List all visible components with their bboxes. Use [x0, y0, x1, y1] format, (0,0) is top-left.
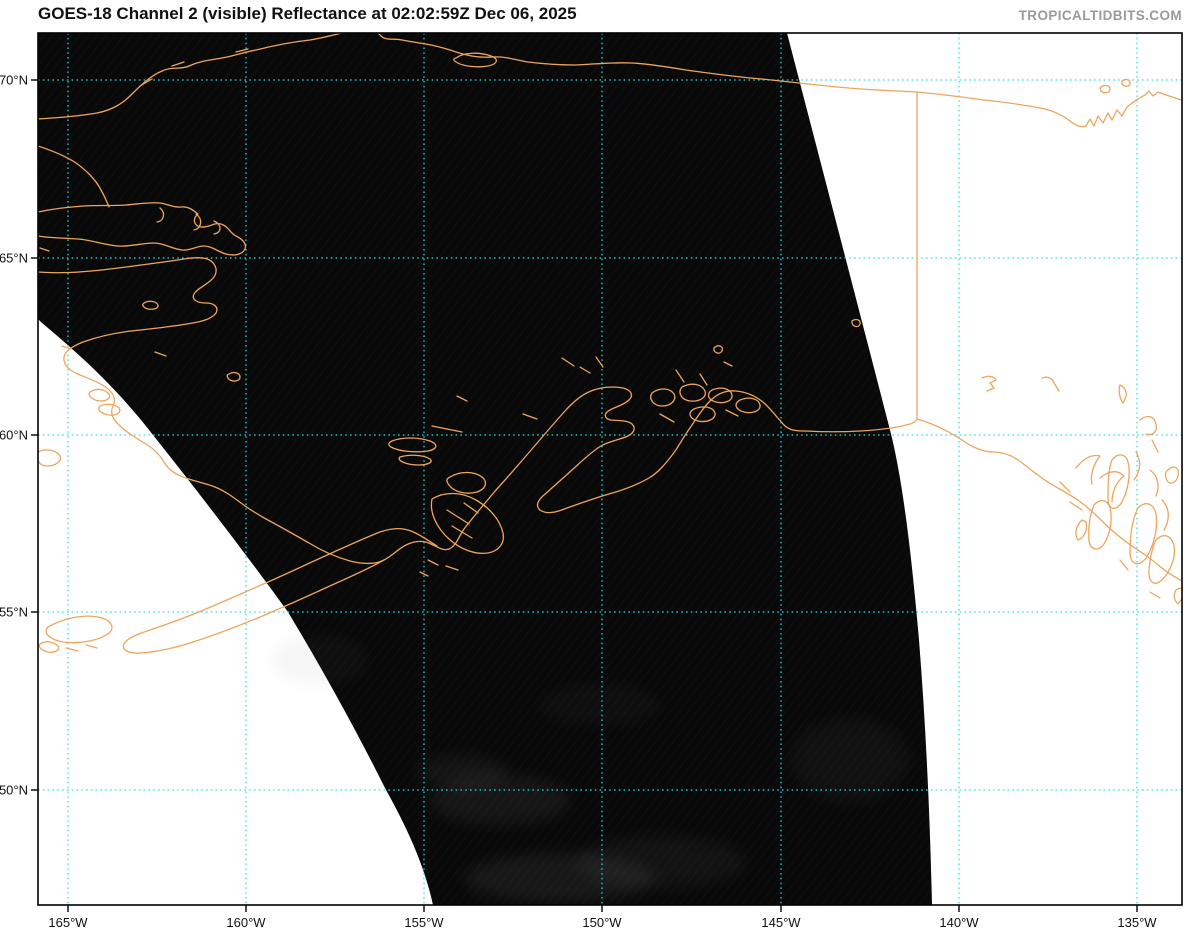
plot-border — [37, 32, 1183, 906]
cloud-blob — [575, 836, 745, 888]
coastline-path — [38, 257, 267, 520]
coastline-path — [916, 418, 1182, 582]
scan-swath-texture — [38, 33, 932, 905]
coastline-path — [981, 375, 1127, 404]
coastline-path — [38, 145, 110, 208]
cloud-blob — [540, 685, 660, 725]
latitude-tick-label: 60°N — [0, 428, 28, 443]
longitude-tick-label: 135°W — [1117, 915, 1157, 929]
coastline-path — [38, 202, 247, 256]
cloud-blob — [416, 756, 508, 788]
longitude-tick-label: 150°W — [582, 915, 622, 929]
coastline-path — [1075, 415, 1169, 531]
satellite-scan-region — [38, 33, 932, 905]
latlon-gridlines — [38, 33, 1182, 905]
coastline-path — [419, 471, 505, 577]
watermark-logo: TROPICALTIDBITS.COM — [1018, 8, 1182, 23]
longitude-tick-label: 165°W — [48, 915, 88, 929]
coastline-path — [713, 318, 861, 367]
longitude-tick-label: 140°W — [939, 915, 979, 929]
coastline-path — [139, 48, 249, 87]
coastline-path — [38, 33, 1182, 128]
cloud-blob — [790, 718, 910, 802]
latitude-tick-label: 65°N — [0, 251, 28, 266]
plot-axes — [31, 32, 1183, 912]
coastlines — [38, 33, 1182, 654]
coastline-path — [1099, 78, 1131, 94]
longitude-tick-label: 145°W — [761, 915, 801, 929]
coastline-path — [122, 527, 438, 654]
coastline-path — [1059, 454, 1182, 605]
latitude-tick-label: 55°N — [0, 605, 28, 620]
cloud-blob — [272, 636, 368, 684]
coastline-path — [156, 207, 221, 235]
coastline-path — [38, 615, 113, 653]
longitude-tick-label: 155°W — [404, 915, 444, 929]
coastline-path — [453, 52, 497, 68]
coastline-path — [650, 369, 761, 423]
page-title: GOES-18 Channel 2 (visible) Reflectance … — [38, 4, 577, 23]
latitude-tick-label: 50°N — [0, 783, 28, 798]
axis-tick-labels: 70°N 65°N 60°N 55°N 50°N 165°W 160°W 155°W 150°W… — [0, 73, 1157, 929]
coastline-path — [39, 247, 121, 416]
coastline-path — [388, 356, 604, 466]
cloud-features — [272, 636, 910, 902]
latitude-tick-label: 70°N — [0, 73, 28, 88]
coastline-path — [265, 386, 918, 565]
coastline-path — [38, 449, 62, 467]
longitude-tick-label: 160°W — [226, 915, 266, 929]
coastline-path — [142, 300, 241, 382]
